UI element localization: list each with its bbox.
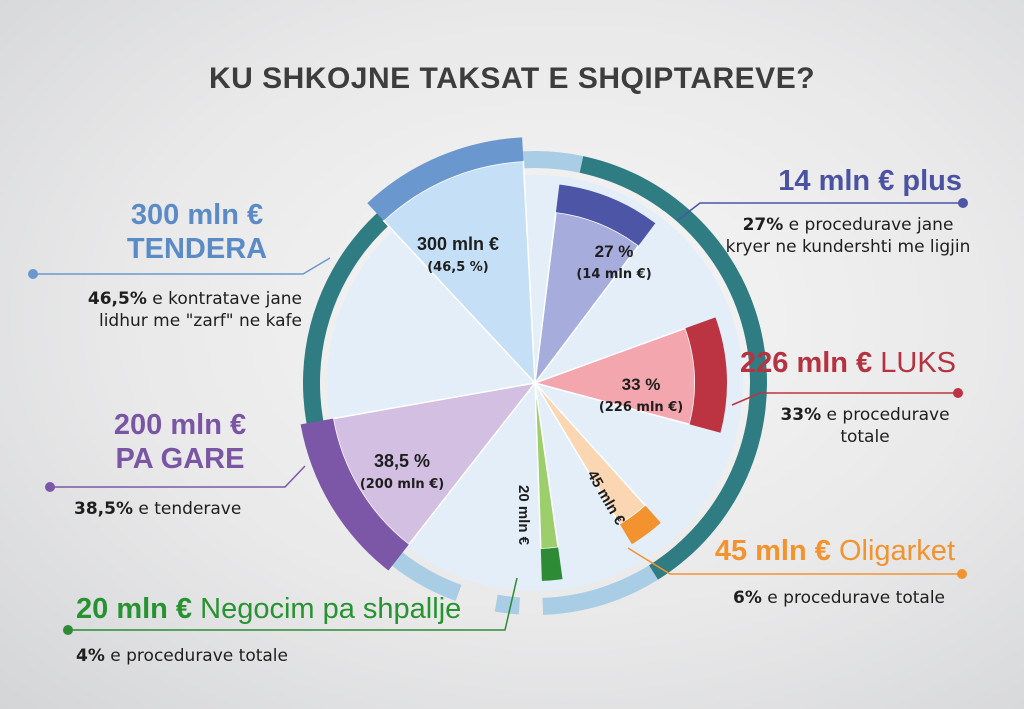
- slice-band-oligarket: [619, 505, 661, 545]
- callout-negocim-name: Negocim pa shpallje: [200, 593, 462, 625]
- slice-band-luks: [685, 317, 727, 433]
- callout-tendera-amount: 300 mln €: [130, 199, 264, 231]
- slice-pct-tendera: (46,5 %): [427, 260, 489, 275]
- callout-pagare-desc: 38,5% e tenderave: [74, 498, 304, 520]
- callout-pagare-pct: 38,5%: [74, 499, 133, 519]
- leader-dot-negocim: [63, 625, 73, 635]
- slice-label-negocim: 20 mln €: [515, 485, 532, 546]
- slice-value-luks: 33 %: [622, 375, 661, 394]
- pie-center: [532, 380, 538, 386]
- ring-band-1: [579, 156, 767, 580]
- slice-band-plus: [555, 184, 656, 246]
- slice-pct-luks: (226 mln €): [599, 400, 683, 415]
- ring-band-2: [542, 565, 658, 615]
- callout-tendera: 300 mln € TENDERA: [92, 198, 302, 266]
- slice-value-pagare: 38,5 %: [374, 451, 430, 471]
- slice-band-pagare: [300, 418, 409, 571]
- slice-label-pagare: 38,5 % (200 mln €): [360, 451, 444, 492]
- leader-dot-luks: [953, 388, 963, 398]
- callout-oligarket-text: e procedurave totale: [761, 588, 945, 608]
- slice-label-luks: 33 % (226 mln €): [599, 375, 683, 415]
- slice-plus: [533, 211, 640, 386]
- slice-tendera: [382, 160, 536, 386]
- ring-band-3: [494, 594, 521, 615]
- callout-tendera-name: TENDERA: [126, 233, 268, 265]
- callout-luks-name: LUKS: [880, 347, 957, 379]
- callout-negocim-text: e procedurave totale: [104, 646, 288, 666]
- callout-luks-text: e procedurave totale: [821, 405, 950, 447]
- slice-pagare: [332, 381, 537, 546]
- callout-pagare-text: e tenderave: [132, 499, 242, 519]
- slice-pct-pagare: (200 mln €): [360, 477, 444, 492]
- callout-tendera-text: e kontratave jane lidhur me "zarf" ne ka…: [98, 289, 302, 331]
- leader-line-negocim: [68, 577, 518, 631]
- leader-dot-oligarket: [957, 569, 967, 579]
- slice-value-tendera: 300 mln €: [417, 234, 499, 254]
- callout-tendera-desc: 46,5% e kontratave jane lidhur me "zarf"…: [40, 288, 302, 332]
- slice-pct-plus: (14 mln €): [576, 267, 651, 282]
- callout-negocim: 20 mln € Negocim pa shpallje: [76, 592, 516, 626]
- slice-value-negocim: 20 mln €: [515, 485, 532, 546]
- slice-band-tendera: [367, 137, 524, 221]
- callout-negocim-desc: 4% e procedurave totale: [76, 645, 376, 667]
- chart-title: KU SHKOJNE TAKSAT E SHQIPTAREVE?: [208, 62, 816, 95]
- callout-plus-amount: 14 mln € plus: [778, 165, 962, 197]
- slice-value-plus: 27 %: [595, 242, 634, 261]
- callout-plus: 14 mln € plus: [700, 164, 962, 198]
- callout-oligarket-amount: 45 mln €: [714, 535, 831, 567]
- callout-tendera-pct: 46,5%: [87, 289, 147, 309]
- ring-band-0: [401, 151, 584, 207]
- callout-luks-amount: 226 mln €: [740, 347, 873, 379]
- leader-line-plus: [677, 202, 963, 221]
- leader-line-pagare: [50, 465, 306, 488]
- callout-plus-desc: 27% e procedurave jane kryer ne kundersh…: [722, 214, 974, 258]
- callout-pagare-amount: 200 mln €: [113, 409, 247, 441]
- callout-oligarket-pct: 6%: [733, 588, 762, 608]
- leader-dot-pagare: [45, 482, 55, 492]
- callout-plus-text: e procedurave jane kryer ne kundershti m…: [725, 215, 971, 257]
- callout-luks-desc: 33% e procedurave totale: [760, 404, 970, 448]
- callout-oligarket-name: Oligarket: [838, 535, 955, 567]
- callout-pagare: 200 mln € PA GARE: [70, 408, 290, 476]
- slice-label-tendera: 300 mln € (46,5 %): [417, 234, 499, 275]
- callout-negocim-pct: 4%: [76, 646, 105, 666]
- callout-pagare-name: PA GARE: [115, 443, 245, 475]
- leader-dot-plus: [958, 198, 968, 208]
- callout-luks-pct: 33%: [780, 405, 822, 425]
- leader-line-luks: [731, 392, 958, 406]
- leader-dot-tendera: [28, 269, 38, 279]
- callout-oligarket-desc: 6% e procedurave totale: [660, 587, 945, 609]
- callout-oligarket: 45 mln € Oligarket: [660, 534, 955, 568]
- callout-negocim-amount: 20 mln €: [76, 593, 193, 625]
- leader-line-tendera: [33, 257, 331, 275]
- leader-line-oligarket: [627, 547, 962, 575]
- slice-band-negocim: [540, 547, 563, 581]
- slice-label-plus: 27 % (14 mln €): [576, 242, 651, 282]
- callout-luks: 226 mln € LUKS: [740, 346, 1010, 380]
- callout-plus-pct: 27%: [742, 215, 784, 235]
